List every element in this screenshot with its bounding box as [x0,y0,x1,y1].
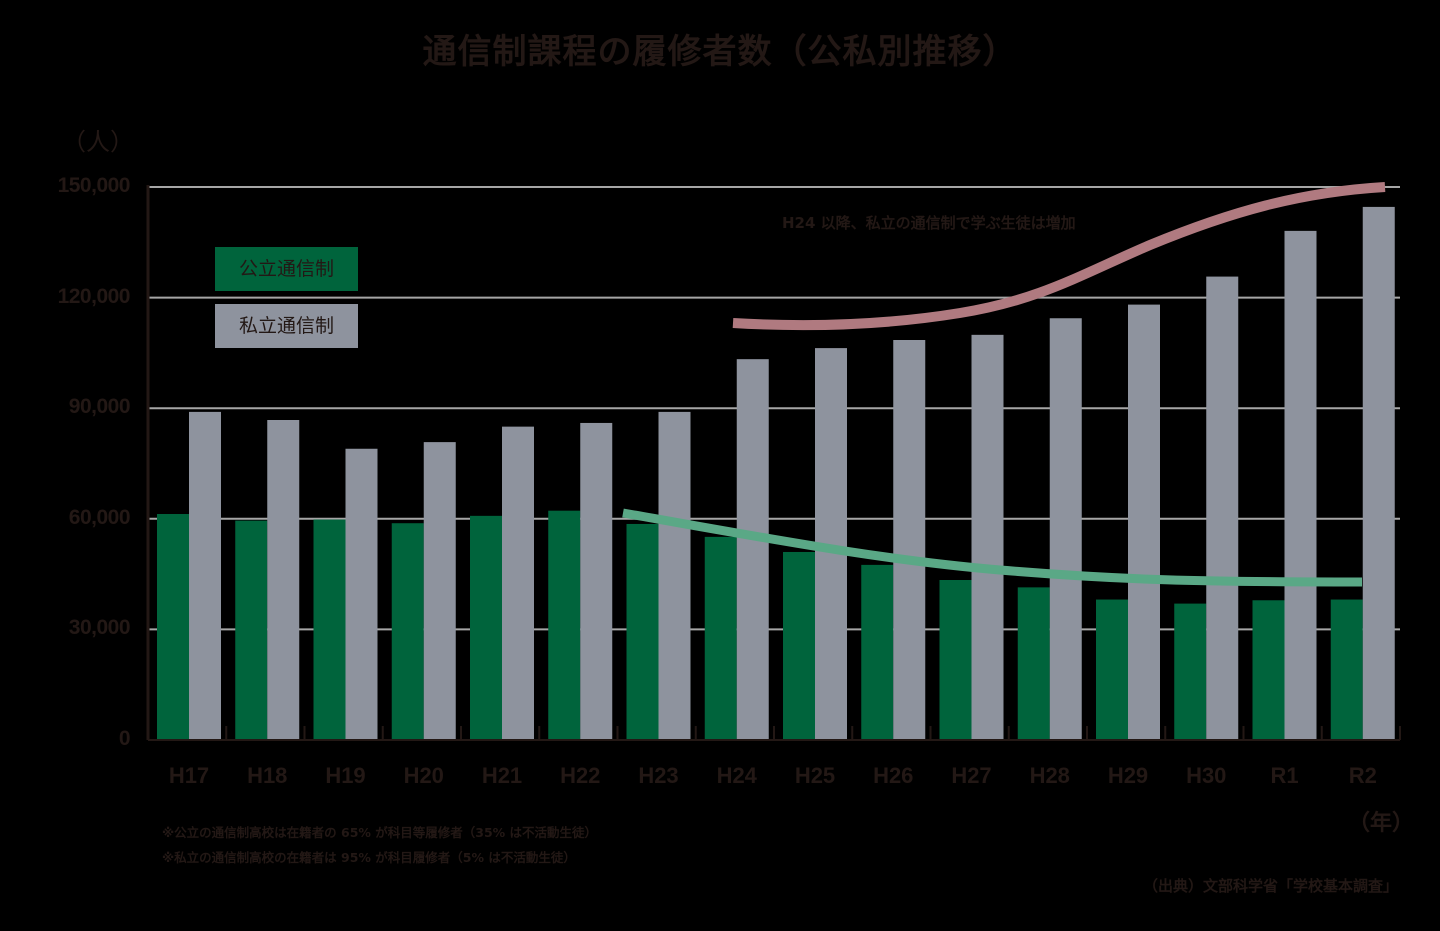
chart-title: 通信制課程の履修者数（公私別推移） [422,32,1018,72]
x-axis-unit: （年） [1348,811,1415,836]
y-tick-label: 30,000 [68,616,131,640]
bar-public [1252,600,1285,740]
bar-private [267,419,300,740]
x-tick-label: H20 [403,763,444,788]
bar-private [1284,230,1317,740]
source-citation: （出典）文部科学省「学校基本調査」 [1142,877,1398,895]
bar-public [1096,599,1128,740]
private-trend-line [732,182,1386,331]
x-tick-label: H17 [168,763,210,788]
bar-public [470,515,502,740]
axes [146,185,1401,741]
bar-private [189,411,221,740]
x-tick-label: R1 [1270,763,1299,788]
bar-public [939,579,972,740]
legend-public-label: 公立通信制 [238,258,334,280]
bar-public [235,520,268,740]
public-trend-line [622,508,1363,587]
bar-public [626,523,659,740]
y-tick-label: 60,000 [68,505,131,529]
bar-public [704,536,737,740]
trend-annotation: H24 以降、私立の通信制で学ぶ生徒は増加 [782,214,1076,232]
bar-private [345,448,378,740]
bar-private [1206,276,1239,740]
x-tick-label: H27 [951,763,992,788]
bar-private [971,334,1004,740]
bar-public [391,523,424,740]
bar-public [1330,599,1363,740]
bar-private [580,422,613,740]
bar-public [861,564,894,740]
x-tick-label: H23 [638,763,679,788]
legend-public: 公立通信制 [215,247,358,291]
x-tick-label: H24 [716,763,757,788]
x-tick-label: H28 [1029,763,1070,788]
x-tick-label: H29 [1107,763,1149,788]
y-tick-label: 120,000 [57,284,131,308]
legend-private-label: 私立通信制 [238,315,334,337]
bar-private [736,359,769,740]
x-tick-label: H26 [873,763,914,788]
bar-public [548,510,581,740]
bar-private [893,339,926,740]
y-tick-label: 150,000 [57,174,131,197]
footnote-public: ※公立の通信制高校は在籍者の 65% が科目等履修者（35% は不活動生徒） [162,825,598,840]
footnote-private: ※私立の通信制高校の在籍者は 95% が科目履修者（5% は不活動生徒） [162,850,576,865]
x-tick-label: H21 [481,763,523,788]
bars [157,206,1395,740]
x-tick-label: H18 [247,763,288,788]
bar-private [1362,206,1395,740]
bar-public [1017,587,1050,740]
y-axis-unit: （人） [62,128,134,156]
x-tick-label: H22 [560,763,601,788]
bar-private [1128,304,1160,740]
bar-private [502,426,534,740]
bar-public [313,519,346,740]
y-tick-label: 90,000 [68,395,131,419]
bar-public [157,514,189,740]
bar-public [1174,603,1207,740]
x-tick-label: H30 [1186,763,1227,788]
bar-private [1049,318,1082,740]
legend-private: 私立通信制 [215,304,358,348]
x-tick-label: R2 [1348,763,1377,788]
bar-public [783,551,815,740]
x-tick-label: H25 [794,763,836,788]
bar-private [423,442,456,740]
y-tick-label: 0 [118,727,131,750]
x-tick-label: H19 [325,763,366,788]
bar-private [658,411,691,740]
